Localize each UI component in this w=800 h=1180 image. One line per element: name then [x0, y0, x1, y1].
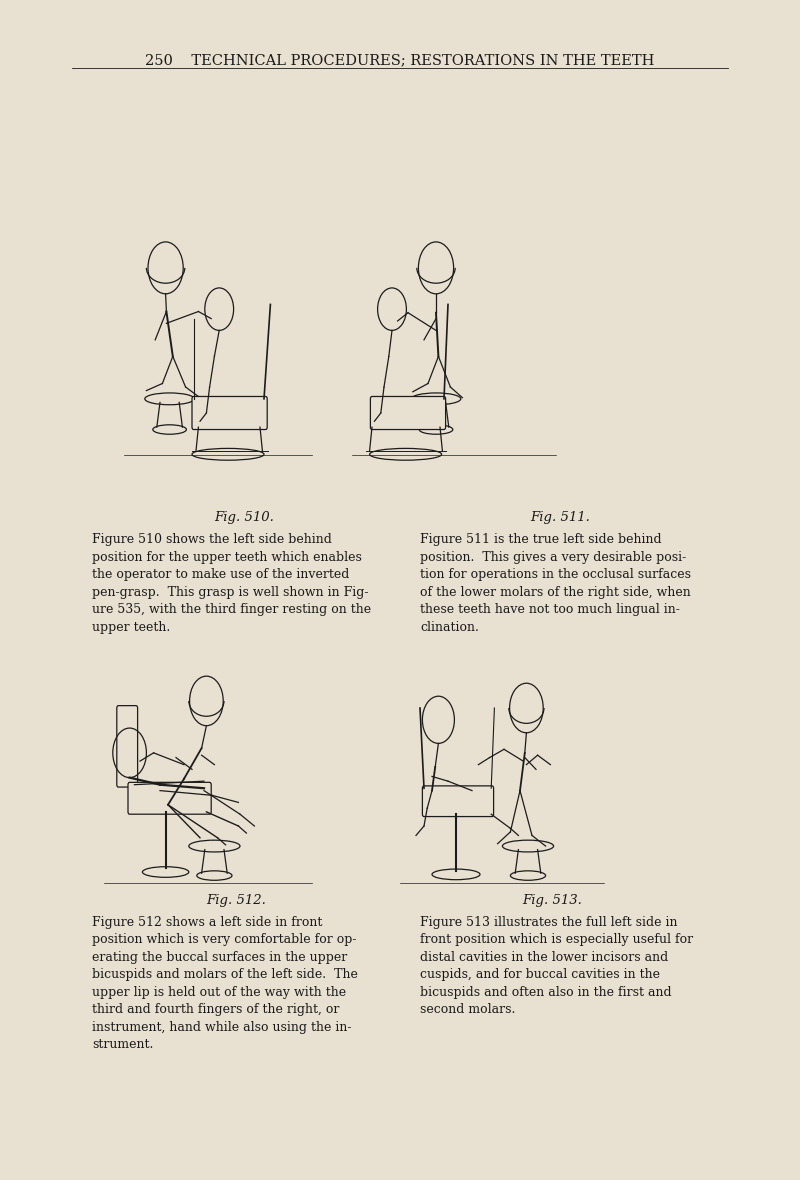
Text: Figure 511 is the true left side behind
position.  This gives a very desirable p: Figure 511 is the true left side behind …: [420, 533, 691, 634]
FancyBboxPatch shape: [422, 786, 494, 817]
Text: Fig. 511.: Fig. 511.: [530, 511, 590, 524]
Text: Figure 510 shows the left side behind
position for the upper teeth which enables: Figure 510 shows the left side behind po…: [92, 533, 371, 634]
Text: 250    TECHNICAL PROCEDURES; RESTORATIONS IN THE TEETH: 250 TECHNICAL PROCEDURES; RESTORATIONS I…: [146, 53, 654, 67]
Text: Fig. 512.: Fig. 512.: [206, 894, 266, 907]
FancyBboxPatch shape: [192, 396, 267, 430]
Text: Fig. 513.: Fig. 513.: [522, 894, 582, 907]
Text: Figure 513 illustrates the full left side in
front position which is especially : Figure 513 illustrates the full left sid…: [420, 916, 693, 1016]
FancyBboxPatch shape: [370, 396, 446, 430]
FancyBboxPatch shape: [128, 782, 211, 814]
Text: Figure 512 shows a left side in front
position which is very comfortable for op-: Figure 512 shows a left side in front po…: [92, 916, 358, 1051]
FancyBboxPatch shape: [117, 706, 138, 787]
Text: Fig. 510.: Fig. 510.: [214, 511, 274, 524]
